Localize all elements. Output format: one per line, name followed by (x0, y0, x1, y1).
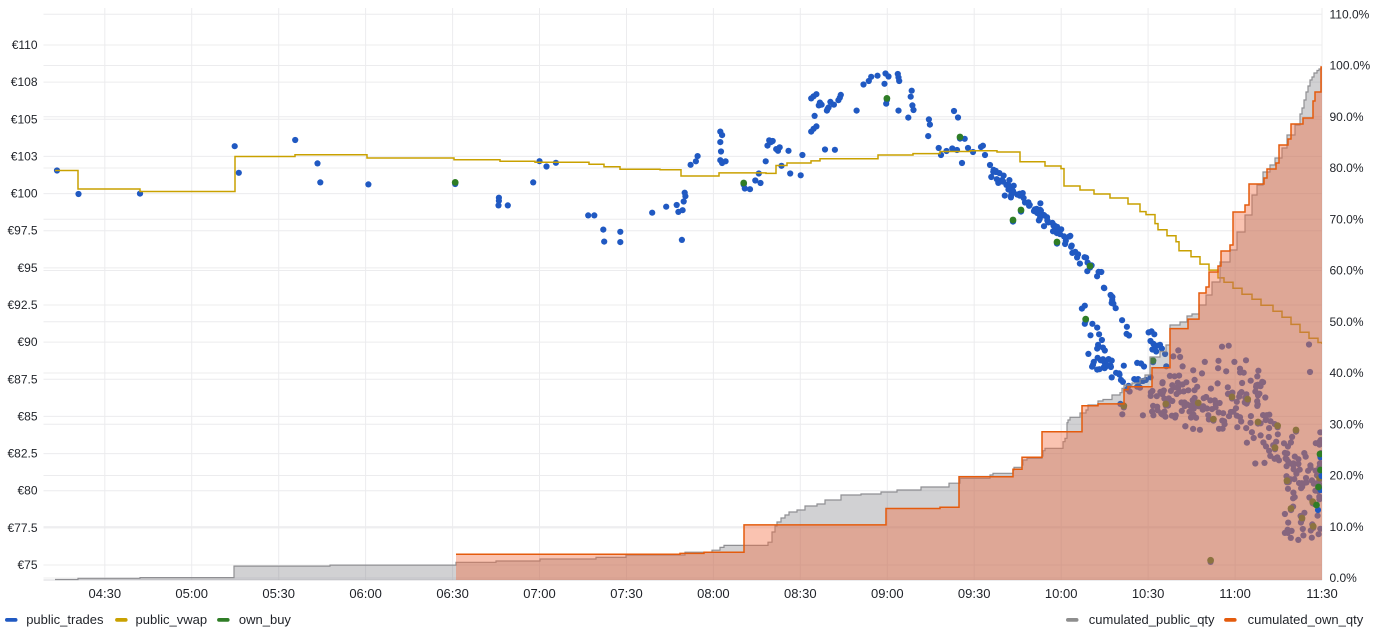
svg-text:€75: €75 (17, 558, 37, 572)
svg-text:04:30: 04:30 (89, 586, 122, 601)
svg-text:€77.5: €77.5 (7, 521, 37, 535)
svg-text:90.0%: 90.0% (1330, 110, 1364, 124)
svg-text:100.0%: 100.0% (1330, 59, 1371, 73)
svg-text:0.0%: 0.0% (1330, 571, 1358, 585)
svg-text:06:00: 06:00 (349, 586, 382, 601)
svg-text:€85: €85 (17, 409, 37, 423)
svg-text:€105: €105 (11, 112, 38, 126)
svg-text:€90: €90 (17, 335, 37, 349)
svg-text:70.0%: 70.0% (1330, 212, 1364, 226)
svg-text:€97.5: €97.5 (7, 224, 37, 238)
svg-text:40.0%: 40.0% (1330, 366, 1364, 380)
svg-text:€87.5: €87.5 (7, 372, 37, 386)
svg-text:11:00: 11:00 (1219, 586, 1251, 601)
svg-text:07:30: 07:30 (610, 586, 643, 601)
svg-text:08:30: 08:30 (784, 586, 817, 601)
svg-text:10:00: 10:00 (1045, 586, 1078, 601)
svg-text:10:30: 10:30 (1132, 586, 1165, 601)
svg-text:€92.5: €92.5 (7, 298, 37, 312)
svg-text:€95: €95 (17, 261, 37, 275)
svg-text:05:30: 05:30 (262, 586, 295, 601)
svg-text:06:30: 06:30 (436, 586, 469, 601)
svg-text:50.0%: 50.0% (1330, 315, 1364, 329)
svg-text:60.0%: 60.0% (1330, 264, 1364, 278)
svg-text:08:00: 08:00 (697, 586, 730, 601)
svg-text:€103: €103 (11, 149, 38, 163)
svg-text:20.0%: 20.0% (1330, 469, 1364, 483)
svg-text:09:30: 09:30 (958, 586, 991, 601)
svg-text:11:30: 11:30 (1306, 586, 1338, 601)
svg-text:30.0%: 30.0% (1330, 417, 1364, 431)
svg-text:09:00: 09:00 (871, 586, 904, 601)
svg-text:cumulated_own_qty: cumulated_own_qty (1248, 612, 1364, 627)
svg-text:€100: €100 (11, 187, 38, 201)
svg-text:10.0%: 10.0% (1330, 520, 1364, 534)
svg-text:own_buy: own_buy (239, 612, 292, 627)
svg-text:€108: €108 (11, 75, 38, 89)
svg-text:€82.5: €82.5 (7, 447, 37, 461)
svg-text:07:00: 07:00 (523, 586, 556, 601)
svg-text:€110: €110 (12, 38, 38, 52)
svg-text:cumulated_public_qty: cumulated_public_qty (1089, 612, 1215, 627)
svg-text:€80: €80 (17, 484, 37, 498)
svg-text:05:00: 05:00 (175, 586, 208, 601)
svg-text:public_vwap: public_vwap (136, 612, 208, 627)
svg-text:public_trades: public_trades (26, 612, 104, 627)
svg-text:80.0%: 80.0% (1330, 161, 1364, 175)
svg-text:110.0%: 110.0% (1330, 7, 1370, 21)
